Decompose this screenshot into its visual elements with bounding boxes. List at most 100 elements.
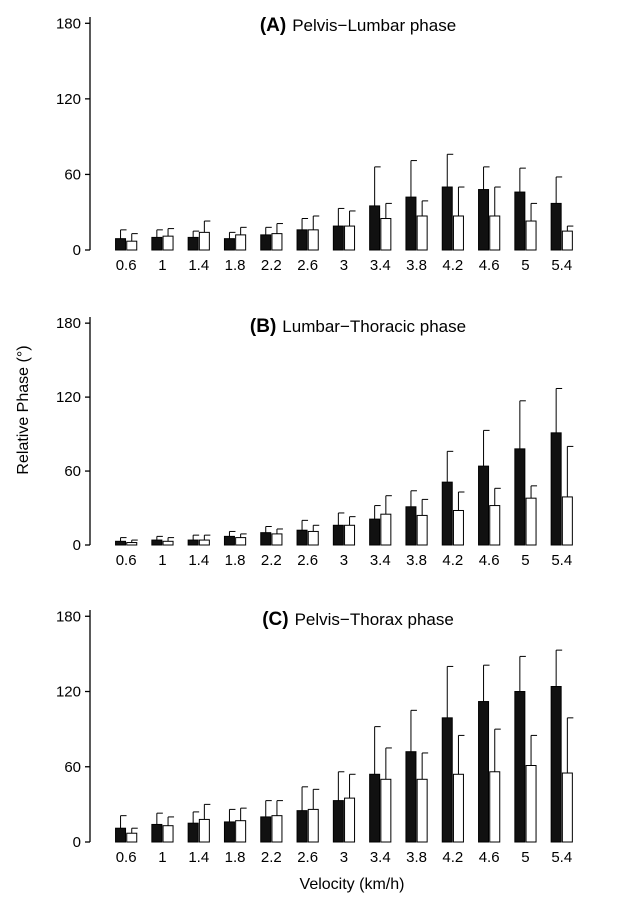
panel-a-bar-series-1 [115,238,127,251]
panel-a-x-tick-label: 5.4 [551,257,572,274]
panel-a-bar-series-1 [151,236,163,251]
panel-a-letter: (A) [260,15,286,36]
panel-a-y-tick-label: 120 [56,91,81,108]
panel-a-bar-series-2 [162,235,174,251]
panel-b-x-tick-label: 1.4 [188,552,209,569]
panel-b-bar-series-1 [550,432,562,546]
panel-a-bar-series-2 [307,229,319,251]
panel-c-x-tick-label: 2.6 [297,849,318,866]
panel-c-y-tick-label: 180 [56,608,81,625]
panel-a-axes: 0 60 120 180 0.6 1 1.4 1.8 2.2 2.6 3 3.4 3.8 4.2 4.6 5 5… [56,15,572,274]
panel-a-x-tick-label: 2.2 [261,257,282,274]
panel-b-bar-series-1 [296,529,308,546]
panel-a-bar-series-1 [369,205,381,251]
panel-c-letter: (C) [262,609,288,630]
panel-b-y-tick-label: 180 [56,315,81,332]
panel-c-bar-series-2 [344,797,356,843]
panel-a-bar-series-1 [514,191,526,251]
panel-b-y-tick-label: 120 [56,389,81,406]
panel-b-x-tick-label: 4.6 [479,552,500,569]
panel-c-bar-series-2 [561,772,573,843]
panel-a-y-tick-label: 180 [56,15,81,32]
panel-c-bar-series-2 [162,825,174,843]
panel-b-x-tick-label: 3 [340,552,348,569]
panel-b-bar-series-1 [151,539,163,546]
panel-c-bar-series-1 [151,823,163,843]
panel-a-bar-series-2 [416,215,428,251]
panel-c-bar-series-1 [223,821,235,843]
panel-a-bar-series-2 [452,215,464,251]
panel-c-bar-series-1 [550,685,562,843]
panel-a-x-tick-label: 0.6 [116,257,137,274]
panel-a-bars [115,153,574,251]
panel-b-bar-series-1 [405,506,417,546]
panel-c-bar-series-2 [271,815,283,843]
panel-b-bar-series-2 [561,496,573,546]
panel-c-x-tick-label: 1.8 [225,849,246,866]
panel-b-bar-series-1 [369,518,381,546]
panel-b-bar-series-1 [115,540,127,546]
panel-b-bar-series-1 [332,524,344,546]
y-axis-label: Relative Phase (°) [15,345,32,474]
panel-a-bar-series-2 [235,234,247,251]
panel-b-x-tick-label: 2.6 [297,552,318,569]
panel-c-title: (C) Pelvis−Thorax phase [262,609,454,630]
panel-c-bar-series-2 [380,778,392,843]
panel-c-x-tick-label: 1.4 [188,849,209,866]
panel-b-bars [115,387,574,546]
panel-c-x-tick-label: 0.6 [116,849,137,866]
panel-c-bar-series-2 [489,771,501,843]
panel-c-x-tick-label: 2.2 [261,849,282,866]
panel-c-x-tick-label: 5.4 [551,849,572,866]
panel-b-bar-series-1 [514,448,526,546]
panel-c-bar-series-1 [478,701,490,843]
panel-c-bar-series-2 [126,832,138,843]
panel-b-bar-series-2 [271,533,283,546]
panel-b-name: Lumbar−Thoracic phase [282,317,466,336]
panel-b-x-tick-label: 1 [158,552,166,569]
panel-c-x-tick-label: 1 [158,849,166,866]
panel-a-x-tick-label: 3.4 [370,257,391,274]
panel-b-bar-series-2 [198,539,210,546]
panel-a-bar-series-2 [126,240,138,251]
panel-b-x-tick-label: 3.8 [406,552,427,569]
panel-a-x-tick-label: 4.2 [442,257,463,274]
panel-a-bar-series-1 [405,196,417,251]
panel-b-x-tick-label: 5 [521,552,529,569]
panel-b-bar-series-2 [235,537,247,546]
panel-b-bar-series-1 [441,481,453,546]
panel-b-y-tick-label: 0 [73,537,81,554]
panel-c-y-tick-label: 60 [64,759,81,776]
panel-b-bar-series-2 [380,513,392,546]
panel-b-bar-series-1 [223,535,235,546]
panel-b-y-tick-label: 60 [64,463,81,480]
panel-b-bar-series-1 [187,539,199,546]
panel-a-x-tick-label: 5 [521,257,529,274]
panel-c-bar-series-1 [332,800,344,843]
panel-c-x-tick-label: 3 [340,849,348,866]
panel-c-bar-series-2 [198,818,210,843]
panel-a-bar-series-1 [332,225,344,251]
panel-c-bar-series-1 [260,816,272,843]
panel-c-bar-series-2 [452,773,464,843]
panel-a-x-tick-label: 1.4 [188,257,209,274]
panel-b-bar-series-2 [489,505,501,546]
panel-b-bar-series-2 [162,540,174,546]
panel-b-letter: (B) [250,316,276,337]
panel-c-bar-series-2 [525,765,537,843]
panel-a-x-tick-label: 1 [158,257,166,274]
panel-c-bar-series-1 [514,691,526,843]
panel-a-bar-series-2 [198,231,210,251]
panel-a-bar-series-2 [380,218,392,251]
panel-b-x-tick-label: 0.6 [116,552,137,569]
x-axis-label: Velocity (km/h) [300,876,405,893]
panel-b-title: (B) Lumbar−Thoracic phase [250,316,466,337]
panel-a: 0 60 120 180 0.6 1 1.4 1.8 2.2 2.6 3 3.4 3.8 4.2 4.6 5 5… [56,15,574,274]
panel-a-bar-series-1 [441,186,453,251]
panel-b-axes: 0 60 120 180 0.6 1 1.4 1.8 2.2 2.6 3 3.4 3.8 4.2 4.6 5 5… [56,315,572,569]
panel-b-bar-series-2 [525,497,537,546]
panel-b-x-tick-label: 3.4 [370,552,391,569]
panel-a-bar-series-2 [344,225,356,251]
panel-a-name: Pelvis−Lumbar phase [292,16,456,35]
